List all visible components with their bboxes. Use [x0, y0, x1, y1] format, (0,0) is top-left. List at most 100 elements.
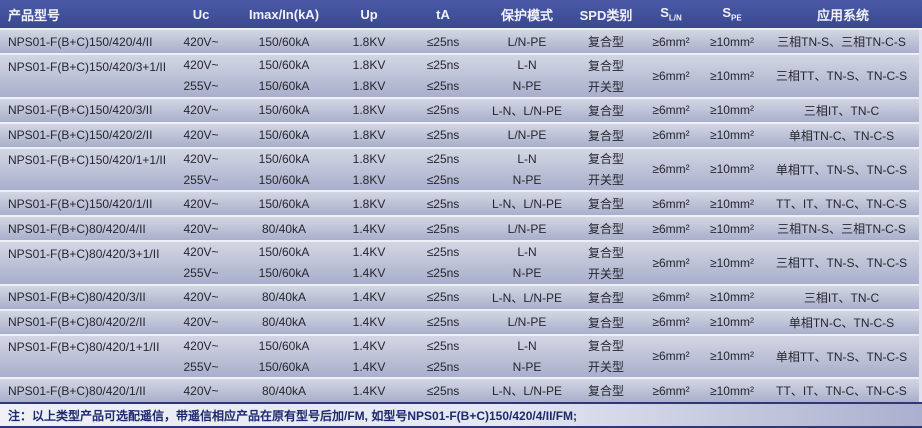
- uc-cell: 420V~: [170, 286, 232, 309]
- up-cell: 1.4KV 1.4KV: [336, 336, 402, 378]
- imax-value: 150/60kA: [258, 266, 310, 281]
- application-cell: TT、IT、TN-C、TN-C-S: [776, 197, 907, 211]
- mode-value: L-N、L/N-PE: [491, 197, 562, 211]
- uc-cell: 420V~ 255V~: [170, 55, 232, 97]
- column-header-ta: tA: [436, 6, 450, 22]
- model-text: NPS01-F(B+C)80/420/3+1/II: [8, 246, 160, 261]
- mode-value: L/N-PE: [507, 128, 547, 142]
- column-header-imax: Imax/In(kA): [248, 6, 320, 22]
- row-separator: [0, 146, 919, 149]
- model-cell: NPS01-F(B+C)150/420/4/II: [0, 30, 170, 53]
- uc-value: 255V~: [183, 79, 219, 94]
- up-value: 1.4KV: [352, 266, 386, 281]
- application-cell: 三相IT、TN-C: [803, 290, 880, 305]
- protect-mode-cell: L-N、L/N-PE: [484, 379, 570, 402]
- protect-mode-cell: L-N N-PE: [484, 336, 570, 378]
- sln-cell: ≥6mm²: [652, 315, 690, 329]
- table-row: NPS01-F(B+C)150/420/4/II 420V~ 150/60kA …: [0, 30, 919, 53]
- sln-cell: ≥6mm²: [652, 196, 690, 211]
- row-separator: [0, 283, 919, 286]
- imax-cell: 80/40kA: [232, 217, 336, 240]
- spd-value: 复合型: [587, 197, 624, 211]
- table-header-row: 产品型号 Uc Imax/In(kA) Up tA 保护模式 SPD类别 SL/…: [0, 0, 922, 28]
- up-cell: 1.4KV: [336, 217, 402, 240]
- spd-value: 复合型: [587, 35, 624, 49]
- spe-cell: ≥10mm²: [710, 196, 754, 211]
- ta-cell: ≤25ns ≤25ns: [402, 149, 484, 191]
- column-header-protect-mode: 保护模式: [500, 7, 553, 23]
- table-row: NPS01-F(B+C)150/420/3/II 420V~ 150/60kA …: [0, 98, 919, 122]
- uc-value: 420V~: [183, 315, 219, 329]
- sln-base: S: [660, 5, 669, 21]
- sln-cell: ≥6mm²: [652, 383, 690, 398]
- column-header-up: Up: [360, 6, 378, 22]
- ta-cell: ≤25ns ≤25ns: [402, 336, 484, 378]
- header-separator: [0, 28, 922, 30]
- spe-cell: ≥10mm²: [710, 255, 754, 270]
- imax-cell: 80/40kA: [232, 286, 336, 309]
- table-row: NPS01-F(B+C)80/420/4/II 420V~ 80/40kA 1.…: [0, 217, 919, 240]
- spd-category-cell: 复合型: [570, 99, 642, 122]
- up-value: 1.8KV: [352, 151, 386, 166]
- application-cell: 三相TT、TN-S、TN-C-S: [775, 69, 908, 84]
- application-cell: TT、IT、TN-C、TN-C-S: [776, 384, 907, 398]
- uc-value: 420V~: [183, 290, 219, 304]
- imax-value: 80/40kA: [261, 290, 307, 304]
- up-value: 1.8KV: [352, 172, 386, 187]
- spd-value: 开关型: [587, 360, 624, 375]
- uc-cell: 420V~: [170, 30, 232, 53]
- model-cell: NPS01-F(B+C)80/420/4/II: [0, 217, 170, 240]
- ta-cell: ≤25ns: [402, 311, 484, 334]
- spd-value: 开关型: [587, 266, 624, 281]
- imax-value: 80/40kA: [261, 383, 307, 398]
- imax-value: 150/60kA: [258, 196, 310, 211]
- imax-cell: 80/40kA: [232, 311, 336, 334]
- up-value: 1.8KV: [352, 103, 386, 117]
- column-header-application: 应用系统: [816, 7, 869, 23]
- protect-mode-cell: L/N-PE: [484, 311, 570, 334]
- protect-mode-cell: L-N N-PE: [484, 242, 570, 284]
- spe-cell: ≥10mm²: [710, 34, 754, 49]
- sln-cell: ≥6mm²: [652, 255, 690, 270]
- uc-value: 420V~: [183, 245, 219, 260]
- application-cell: 三相TN-S、三相TN-C-S: [777, 35, 906, 49]
- protect-mode-cell: L-N、L/N-PE: [484, 286, 570, 309]
- application-cell: 三相TT、TN-S、TN-C-S: [775, 256, 908, 271]
- imax-value: 150/60kA: [258, 58, 310, 73]
- up-value: 1.8KV: [352, 79, 386, 94]
- spd-category-cell: 复合型: [570, 124, 642, 147]
- mode-value: L-N、L/N-PE: [491, 384, 562, 398]
- column-header-model: 产品型号: [8, 7, 61, 23]
- ta-value: ≤25ns: [426, 79, 460, 94]
- table-body: NPS01-F(B+C)150/420/4/II 420V~ 150/60kA …: [0, 30, 922, 402]
- mode-value: N-PE: [512, 266, 542, 281]
- spe-base: S: [722, 5, 731, 21]
- imax-cell: 80/40kA: [232, 379, 336, 402]
- sln-cell: ≥6mm²: [652, 128, 690, 142]
- table-row: NPS01-F(B+C)80/420/3/II 420V~ 80/40kA 1.…: [0, 285, 919, 309]
- uc-cell: 420V~: [170, 379, 232, 402]
- protect-mode-cell: L-N、L/N-PE: [484, 99, 570, 122]
- uc-cell: 420V~: [170, 311, 232, 334]
- imax-cell: 150/60kA 150/60kA: [232, 242, 336, 284]
- spd-value: 复合型: [587, 152, 624, 167]
- ta-value: ≤25ns: [426, 245, 460, 260]
- imax-value: 150/60kA: [258, 103, 310, 117]
- model-cell: NPS01-F(B+C)80/420/1+1/II: [0, 336, 170, 378]
- ta-cell: ≤25ns: [402, 217, 484, 240]
- table-row: NPS01-F(B+C)150/420/3+1/II 420V~ 255V~ 15…: [0, 55, 919, 97]
- table-row: NPS01-F(B+C)80/420/3+1/II 420V~ 255V~ 150…: [0, 242, 919, 284]
- uc-cell: 420V~ 255V~: [170, 149, 232, 191]
- imax-cell: 150/60kA 150/60kA: [232, 336, 336, 378]
- model-text: NPS01-F(B+C)80/420/3/II: [8, 290, 146, 304]
- table-row: NPS01-F(B+C)80/420/2/II 420V~ 80/40kA 1.…: [0, 310, 919, 334]
- spd-category-cell: 复合型 开关型: [570, 242, 642, 284]
- up-value: 1.4KV: [352, 245, 386, 260]
- up-cell: 1.8KV: [336, 192, 402, 215]
- column-header-sln: SL/N: [642, 5, 700, 23]
- spe-cell: ≥10mm²: [710, 349, 754, 364]
- spe-subscript: PE: [731, 13, 742, 23]
- spd-value: 复合型: [587, 58, 624, 73]
- spd-category-cell: 复合型: [570, 30, 642, 53]
- spd-category-cell: 复合型: [570, 286, 642, 309]
